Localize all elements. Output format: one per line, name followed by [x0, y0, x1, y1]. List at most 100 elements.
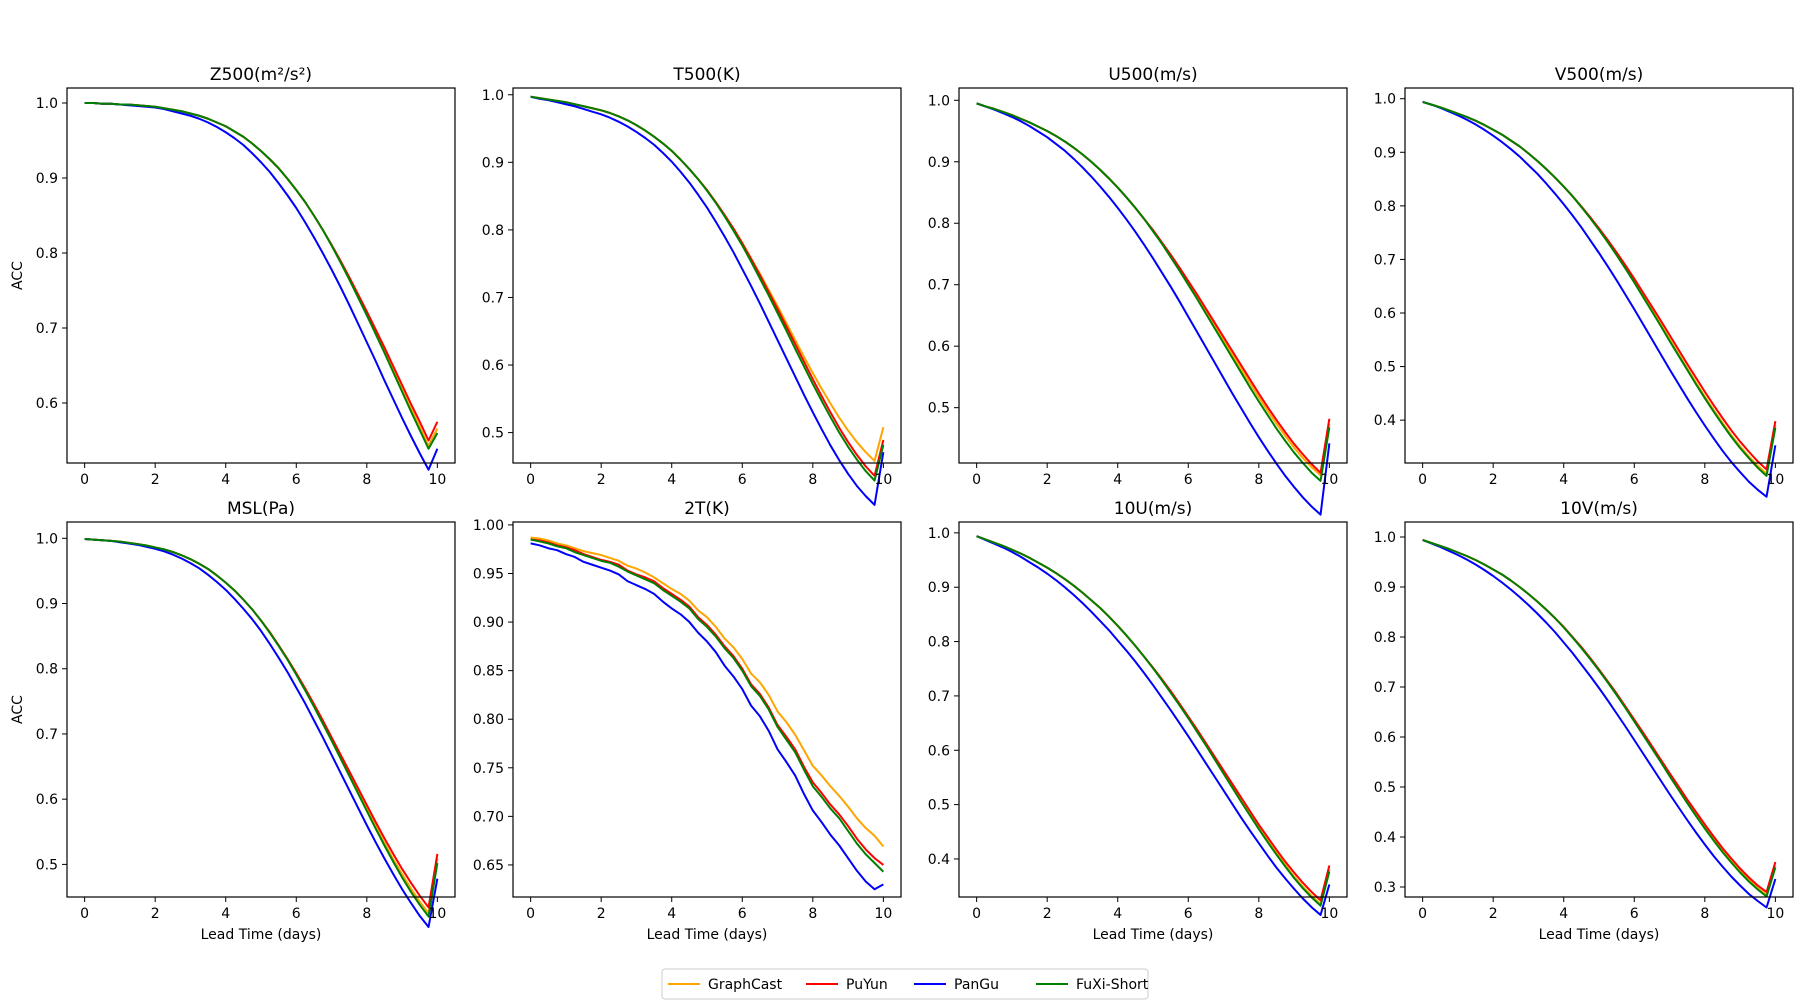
- x-tick-label: 6: [1184, 906, 1193, 922]
- x-tick-label: 8: [808, 906, 817, 922]
- x-tick-label: 10: [1766, 906, 1784, 922]
- x-tick-label: 6: [292, 906, 301, 922]
- y-tick-label: 0.80: [473, 712, 504, 728]
- y-tick-label: 0.5: [928, 401, 950, 417]
- panel-title: MSL(Pa): [227, 499, 295, 519]
- x-tick-label: 6: [738, 906, 747, 922]
- x-tick-label: 4: [1559, 906, 1568, 922]
- y-tick-label: 1.0: [928, 93, 950, 109]
- x-tick-label: 0: [972, 906, 981, 922]
- panel-title: V500(m/s): [1555, 65, 1644, 85]
- y-tick-label: 0.8: [1374, 630, 1396, 646]
- y-tick-label: 0.6: [1374, 730, 1396, 746]
- y-tick-label: 0.3: [1374, 880, 1396, 896]
- y-tick-label: 0.5: [928, 798, 950, 814]
- series-line-graphcast: [530, 95, 885, 462]
- legend-label-graphcast: GraphCast: [708, 977, 783, 993]
- y-tick-label: 0.70: [473, 809, 504, 825]
- y-tick-label: 0.95: [473, 566, 504, 582]
- series-line-fuxi-short: [84, 537, 439, 918]
- x-tick-label: 2: [597, 472, 606, 488]
- y-tick-label: 0.7: [36, 727, 58, 743]
- panel-10u-m-s: 0 2 4 6 8 10 0.4 0.5 0.6 0.7 0.8 0.9 1.0 10U(m/s) Lead…: [928, 499, 1348, 943]
- y-tick-label: 0.5: [36, 857, 58, 873]
- series-line-puyun: [84, 102, 439, 442]
- series-group: [1422, 100, 1777, 498]
- y-axis-label: ACC: [10, 695, 26, 724]
- x-tick-label: 10: [1320, 906, 1338, 922]
- plot-frame: [512, 87, 902, 464]
- panel-msl-pa: 0 2 4 6 8 10 0.5 0.6 0.7 0.8 0.9 1.0 MSL(Pa) ACC Lead …: [10, 499, 456, 943]
- y-tick-label: 1.0: [1374, 92, 1396, 108]
- panel-t500-k: 0 2 4 6 8 10 0.5 0.6 0.7 0.8 0.9 1.0 T500(K): [482, 65, 902, 506]
- x-axis-label: Lead Time (days): [647, 927, 768, 943]
- x-tick-label: 10: [1766, 472, 1784, 488]
- panel-title: 10V(m/s): [1560, 499, 1638, 519]
- series-line-puyun: [1422, 539, 1777, 893]
- series-line-fuxi-short: [530, 538, 885, 873]
- series-line-fuxi-short: [530, 95, 885, 482]
- panel-title: T500(K): [672, 65, 740, 85]
- x-tick-label: 0: [526, 906, 535, 922]
- x-tick-label: 0: [80, 472, 89, 488]
- x-tick-label: 2: [151, 472, 160, 488]
- series-line-pangu: [1422, 539, 1777, 909]
- x-axis-label: Lead Time (days): [1539, 927, 1660, 943]
- panel-title: 10U(m/s): [1114, 499, 1192, 519]
- series-line-puyun: [1422, 100, 1777, 471]
- y-tick-label: 0.5: [1374, 360, 1396, 376]
- x-tick-label: 0: [1418, 472, 1427, 488]
- y-tick-label: 0.9: [482, 155, 504, 171]
- x-tick-label: 8: [808, 472, 817, 488]
- y-tick-label: 0.7: [482, 290, 504, 306]
- series-group: [84, 537, 439, 928]
- x-tick-label: 0: [526, 472, 535, 488]
- x-tick-label: 2: [1043, 906, 1052, 922]
- x-tick-label: 4: [221, 472, 230, 488]
- series-line-puyun: [976, 102, 1331, 474]
- y-tick-label: 1.0: [928, 526, 950, 542]
- y-tick-label: 0.5: [482, 426, 504, 442]
- series-line-pangu: [530, 542, 884, 891]
- panel-v500-m-s: 0 2 4 6 8 10 0.4 0.5 0.6 0.7 0.8 0.9 1.0 V500(m/s): [1374, 65, 1794, 498]
- y-tick-label: 0.8: [928, 635, 950, 651]
- y-tick-label: 0.7: [928, 689, 950, 705]
- series-line-pangu: [976, 535, 1331, 916]
- series-line-fuxi-short: [1422, 100, 1777, 477]
- x-tick-label: 8: [362, 472, 371, 488]
- x-tick-label: 8: [362, 906, 371, 922]
- y-tick-label: 0.65: [473, 858, 504, 874]
- y-tick-label: 0.9: [928, 580, 950, 596]
- y-tick-label: 0.4: [1374, 830, 1396, 846]
- legend-label-pangu: PanGu: [954, 977, 999, 993]
- plot-frame: [958, 521, 1348, 898]
- series-line-puyun: [530, 538, 884, 866]
- y-tick-label: 0.8: [928, 216, 950, 232]
- series-line-puyun: [976, 535, 1331, 902]
- series-line-pangu: [84, 537, 439, 928]
- plot-frame: [512, 521, 902, 898]
- y-tick-label: 0.9: [1374, 580, 1396, 596]
- x-axis-label: Lead Time (days): [201, 927, 322, 943]
- y-tick-label: 0.9: [928, 155, 950, 171]
- x-tick-label: 8: [1254, 472, 1263, 488]
- y-tick-label: 1.0: [1374, 530, 1396, 546]
- legend-label-fuxi-short: FuXi-Short: [1076, 977, 1149, 993]
- x-tick-label: 8: [1254, 906, 1263, 922]
- legend-frame: [661, 968, 1149, 1000]
- x-tick-label: 2: [597, 906, 606, 922]
- x-tick-label: 6: [1630, 472, 1639, 488]
- series-line-fuxi-short: [1422, 539, 1777, 898]
- series-group: [530, 95, 885, 506]
- y-tick-label: 0.9: [36, 597, 58, 613]
- panel-title: U500(m/s): [1108, 65, 1197, 85]
- y-tick-label: 0.7: [1374, 680, 1396, 696]
- series-group: [84, 102, 439, 471]
- y-tick-label: 0.4: [1374, 413, 1396, 429]
- series-line-graphcast: [1422, 539, 1777, 896]
- legend: GraphCast PuYun PanGu FuXi-Short: [661, 968, 1149, 1000]
- x-tick-label: 10: [874, 906, 892, 922]
- series-group: [530, 536, 885, 891]
- y-tick-label: 0.90: [473, 615, 504, 631]
